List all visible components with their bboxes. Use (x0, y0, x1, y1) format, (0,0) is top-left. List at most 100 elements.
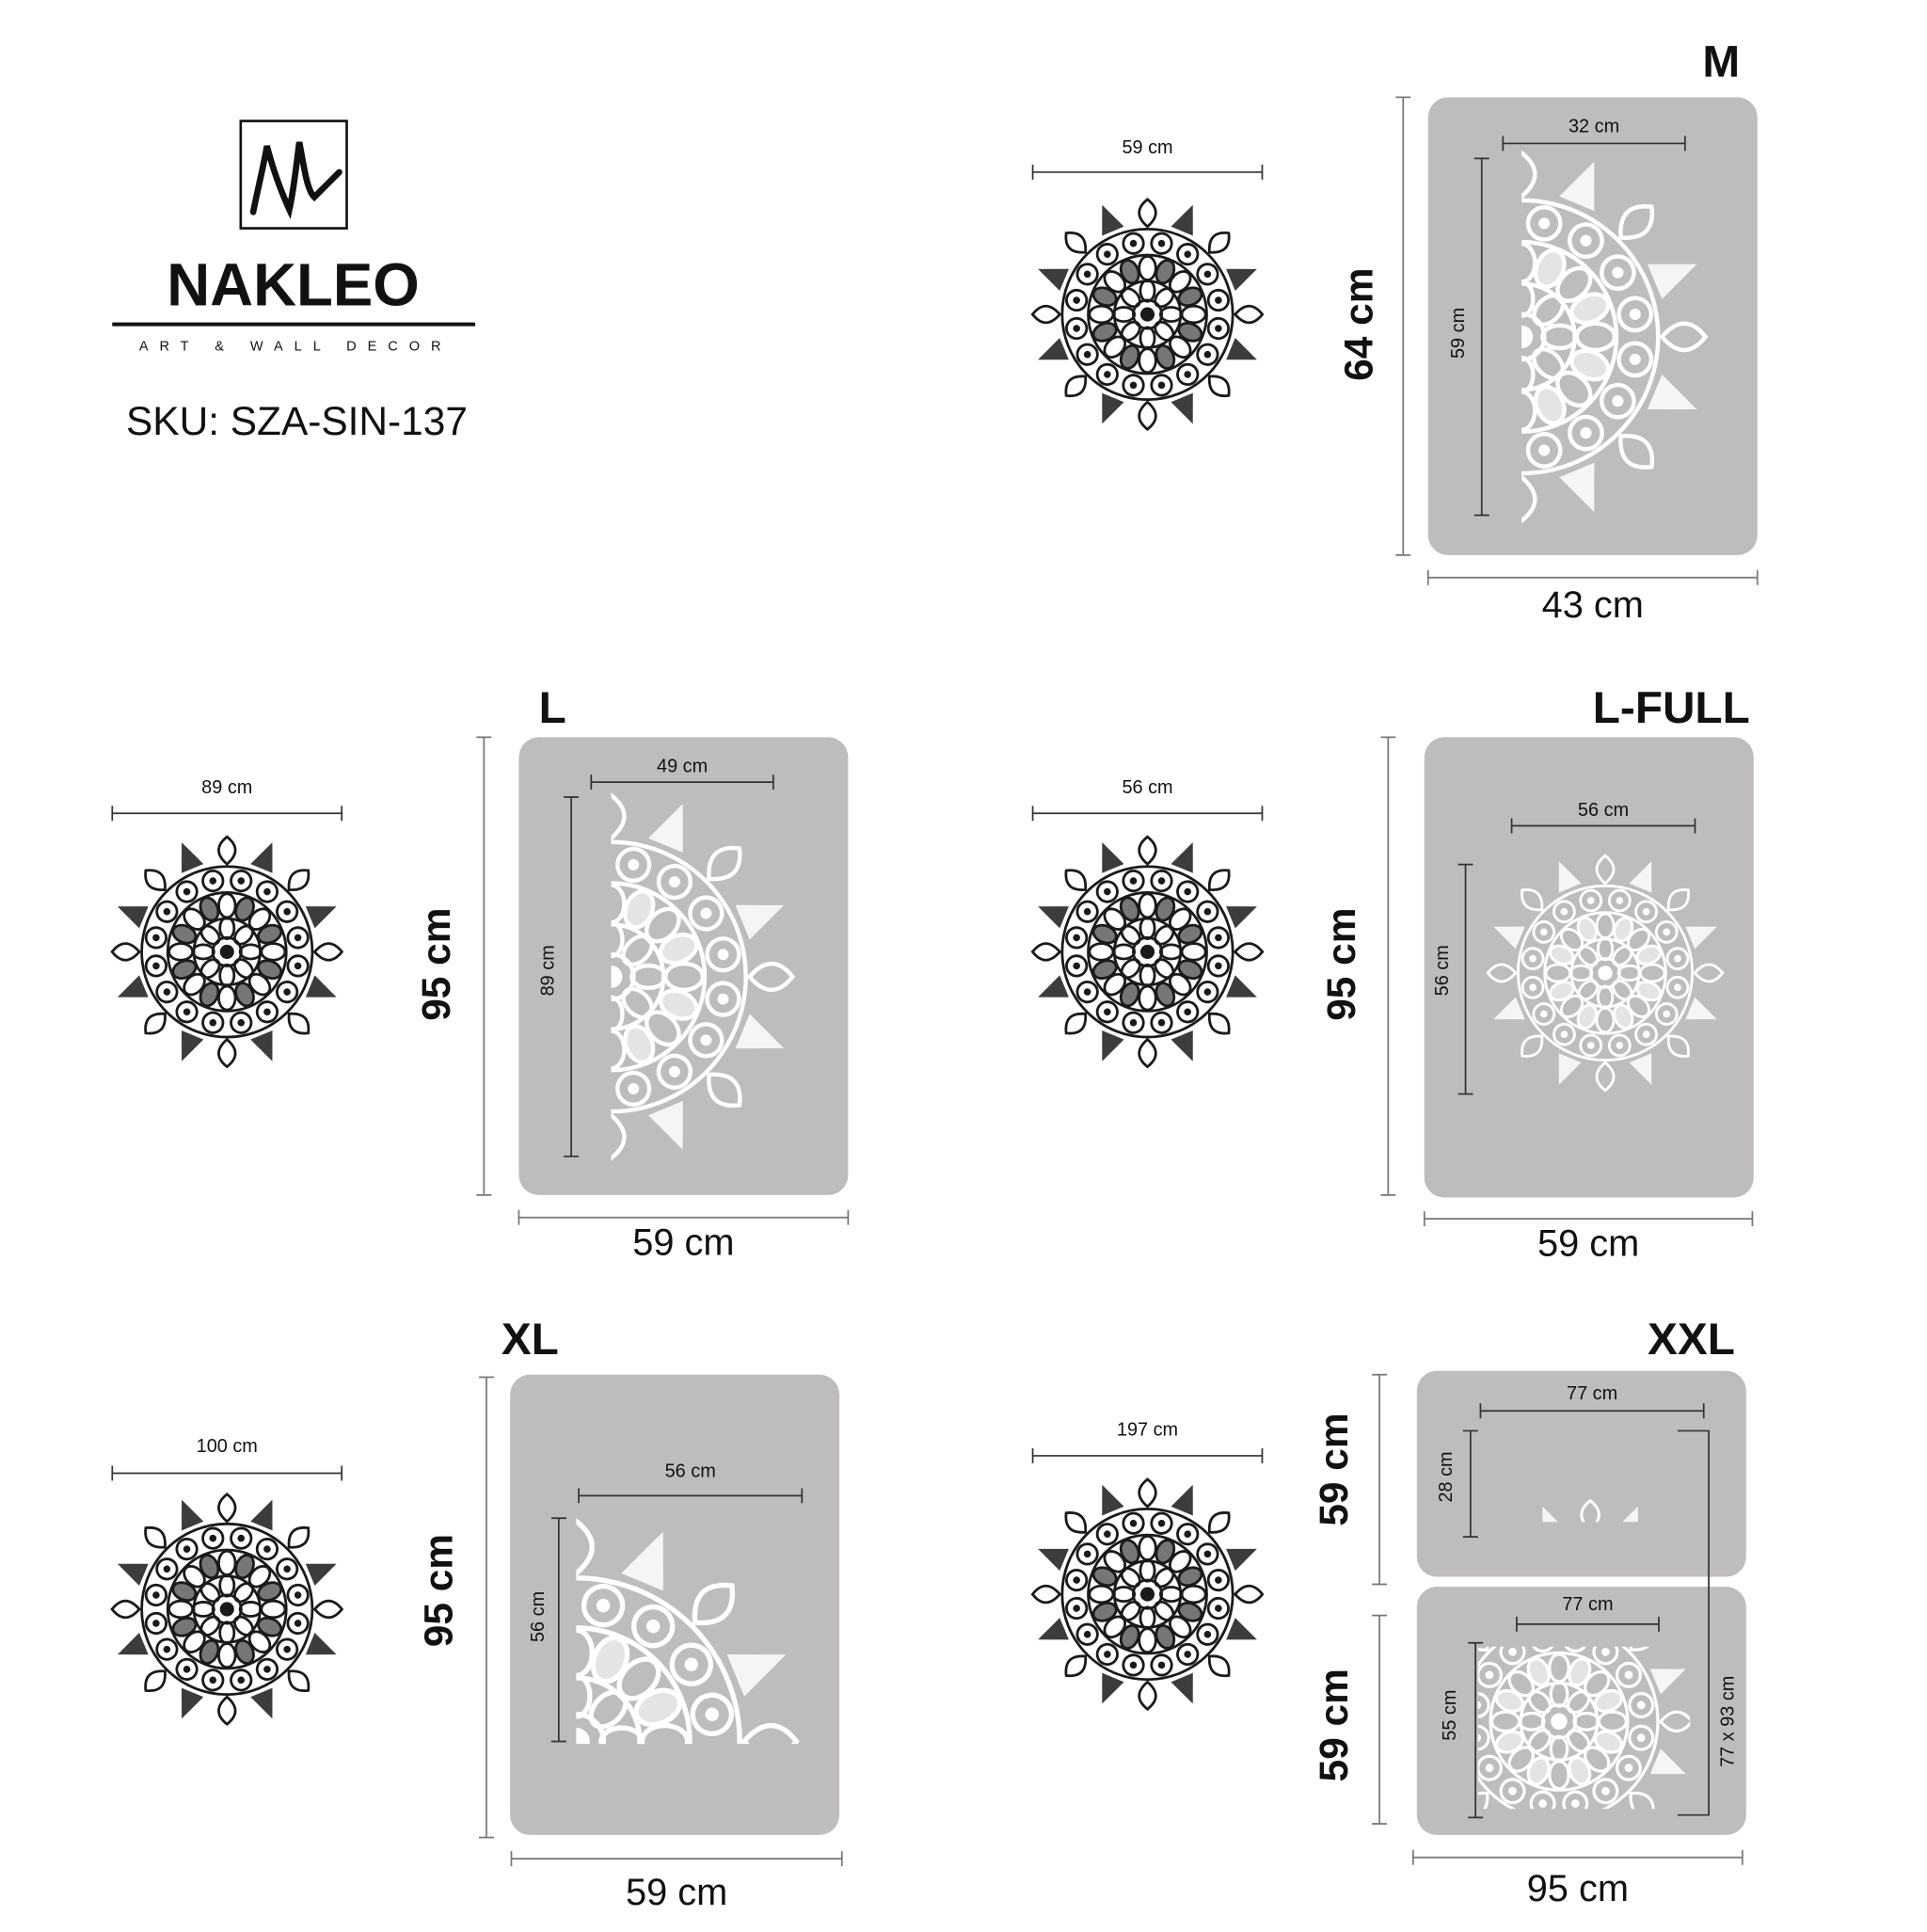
ornament-core (219, 1602, 234, 1617)
ornament-petal (191, 943, 215, 961)
size-label: XXL (1648, 1315, 1735, 1365)
ornament-lobe (155, 900, 179, 923)
ornament-lobe (144, 1611, 168, 1636)
width-label: 59 cm (626, 1872, 727, 1913)
ornament-lobe (1532, 920, 1556, 944)
mandala-art (1486, 854, 1725, 1093)
mandala-art (110, 835, 344, 1069)
ornament-petal (1111, 306, 1137, 323)
ornament-petal (191, 1601, 215, 1618)
ornament-petal (257, 959, 283, 981)
ornament-lobe (175, 880, 199, 903)
ornament-petal (1548, 944, 1575, 966)
ornament-petal (1593, 1688, 1624, 1714)
ornament-petal (1555, 265, 1593, 303)
ornament-core (611, 965, 623, 988)
ornament-spike (735, 904, 785, 940)
ornament-core (1551, 1713, 1568, 1731)
ornament-lobe (144, 926, 168, 950)
ornament-petal (238, 943, 263, 961)
ornament-spike (1493, 926, 1525, 950)
ornament-leaf (707, 1072, 742, 1108)
ornament-petal (1180, 304, 1207, 325)
ornament-leaf (1207, 375, 1231, 398)
ornament-dot (1570, 1799, 1580, 1808)
ornament-lobe (1196, 1542, 1219, 1566)
ornament-petal (217, 984, 237, 1012)
mandala-art (110, 1493, 344, 1726)
ornament-lobe (1095, 362, 1119, 387)
ornament-ring (1521, 198, 1661, 476)
ornament-lobe (1665, 975, 1690, 999)
ornament-dot (1215, 325, 1222, 332)
ornament-petal (1168, 972, 1192, 997)
ornament-leaf (1030, 304, 1062, 325)
ornament-spike (1685, 926, 1717, 950)
ornament-petal (171, 1581, 198, 1603)
ornament-petal (1177, 959, 1203, 981)
ornament-petal (1155, 259, 1176, 285)
ornament-petal (1158, 306, 1184, 323)
ornament-lobe (690, 1692, 734, 1736)
ornament-dot (1073, 1576, 1080, 1584)
ornament-spike (1542, 1506, 1566, 1523)
ornament-petal (1548, 1759, 1570, 1791)
ornament-petal (1489, 1710, 1521, 1733)
ornament-dot (1586, 897, 1595, 904)
ornament-spike (1629, 1053, 1652, 1085)
ornament-lobe (144, 1583, 168, 1607)
ornament-petal (1521, 390, 1537, 432)
ornament-dot (1129, 239, 1138, 247)
ornament-spike (1102, 392, 1124, 424)
ornament-lobe (1628, 1691, 1655, 1718)
ornament-leaf (1207, 869, 1231, 891)
ornament-leaf (707, 845, 742, 882)
ornament-petal (1626, 927, 1650, 952)
dimension-label: 28 cm (1436, 1451, 1457, 1502)
ornament-core (1139, 944, 1155, 959)
ornament-dot (152, 962, 160, 970)
ornament-dot (1616, 1042, 1624, 1049)
ornament-lobe (656, 1053, 693, 1090)
ornament-petal (183, 972, 206, 997)
preview-width: 56 cm (1122, 777, 1172, 798)
ornament-petal (1626, 994, 1650, 1018)
ornament-dot (1104, 887, 1111, 896)
ornament-dot (1129, 1519, 1138, 1527)
ornament-dot (1184, 1651, 1191, 1658)
ornament-dot (1104, 1530, 1111, 1538)
ornament-dot (1624, 1670, 1633, 1680)
ornament-lobe (1206, 288, 1230, 312)
ornament-petal (247, 972, 272, 997)
ornament-spike (726, 1654, 787, 1697)
mandala-art (1030, 1477, 1265, 1712)
ornament-lobe (1579, 888, 1603, 913)
ornament-dot (1663, 928, 1671, 936)
ornament-dot (183, 887, 191, 896)
ornament-spike (1226, 1618, 1257, 1640)
ornament-spike (1226, 906, 1257, 929)
ornament-lobe (1592, 1778, 1619, 1805)
ornament-lobe (230, 1526, 253, 1550)
ornament-leaf (356, 1726, 407, 1758)
dimension-label: 89 cm (537, 945, 558, 996)
ornament-leaf (1521, 150, 1537, 200)
ornament-leaf (692, 1582, 736, 1626)
ornament-spike (1559, 462, 1595, 513)
ornament-dot (1184, 1530, 1191, 1538)
design-width: 77 cm (1567, 1383, 1617, 1404)
ornament-dot (1529, 983, 1537, 992)
ornament-lobe (230, 869, 253, 893)
ornament-dot (209, 1676, 217, 1685)
ornament-dot (1508, 1647, 1517, 1656)
ornament-lobe (1196, 343, 1219, 366)
ornament-dot (1157, 1661, 1166, 1669)
ornament-petal (1091, 321, 1118, 343)
ornament-dot (645, 1619, 661, 1634)
ornament-spike (647, 1100, 683, 1150)
ornament-lobe (1499, 1646, 1526, 1666)
ornament-lobe (1196, 1622, 1219, 1646)
ornament-lobe (1521, 947, 1545, 970)
logo-mark (249, 141, 342, 220)
ornament-petal (1613, 1003, 1634, 1030)
